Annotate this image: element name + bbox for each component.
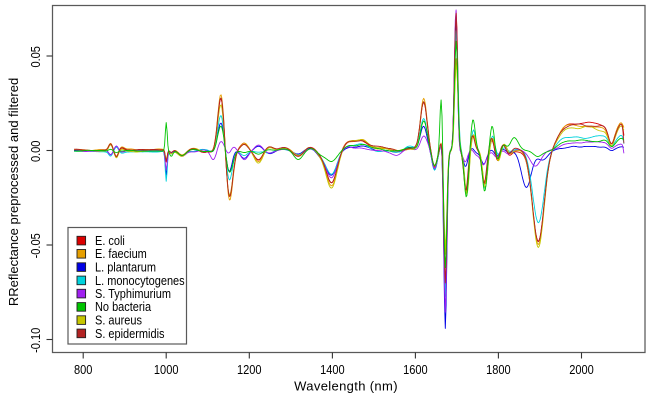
svg-text:-0.10: -0.10 <box>28 327 43 352</box>
svg-text:RReflectance preprocessed and: RReflectance preprocessed and filtered <box>6 78 21 306</box>
svg-text:1200: 1200 <box>237 362 262 377</box>
svg-text:No bacteria: No bacteria <box>95 299 151 314</box>
svg-text:0.05: 0.05 <box>28 46 43 68</box>
svg-text:-0.05: -0.05 <box>28 233 43 258</box>
svg-text:2000: 2000 <box>569 362 594 377</box>
svg-text:L. monocytogenes: L. monocytogenes <box>95 273 185 288</box>
svg-text:1400: 1400 <box>320 362 345 377</box>
svg-text:1600: 1600 <box>403 362 428 377</box>
svg-text:E. coli: E. coli <box>95 233 125 248</box>
svg-text:S. epidermidis: S. epidermidis <box>95 326 164 341</box>
svg-text:E. faecium: E. faecium <box>95 246 147 261</box>
svg-text:S. Typhimurium: S. Typhimurium <box>95 286 171 301</box>
svg-text:0.00: 0.00 <box>28 140 43 162</box>
svg-text:800: 800 <box>74 362 93 377</box>
svg-text:1000: 1000 <box>154 362 179 377</box>
svg-text:S. aureus: S. aureus <box>95 313 142 328</box>
svg-text:L. plantarum: L. plantarum <box>95 260 156 275</box>
svg-text:Wavelength (nm): Wavelength (nm) <box>294 379 398 394</box>
svg-text:1800: 1800 <box>486 362 511 377</box>
